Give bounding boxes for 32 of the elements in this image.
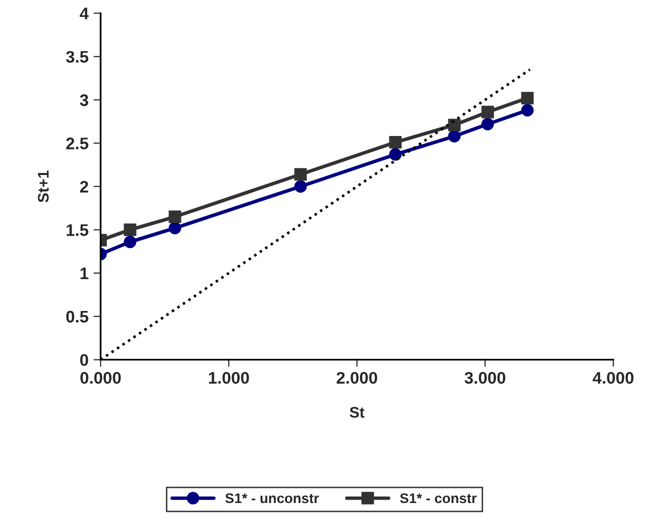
y-tick-label: 2	[80, 180, 88, 193]
point	[294, 180, 307, 193]
x-tick-label: 1.000	[208, 372, 249, 384]
point	[168, 222, 182, 234]
y-tick-label: 2.5	[66, 138, 88, 150]
point	[389, 148, 402, 161]
x-axis-title: St	[350, 406, 364, 418]
y-tick-label: 1.5	[66, 224, 88, 236]
y-tick-label: 1	[80, 268, 88, 280]
point	[521, 92, 534, 104]
x-tick-label: 3.000	[464, 372, 506, 384]
legend-label: S1* - unconstr	[225, 493, 319, 504]
point	[448, 118, 461, 132]
point	[481, 106, 494, 118]
x-tick-label: 0.000	[80, 372, 121, 384]
y-tick-label: 0	[80, 354, 88, 366]
point	[124, 224, 136, 236]
point	[389, 136, 402, 149]
point	[168, 210, 182, 224]
y-axis-title: St+1	[38, 170, 49, 202]
point	[448, 130, 461, 142]
y-tick-label: 4	[80, 8, 89, 20]
point	[294, 168, 307, 181]
y-tick-label: 3	[80, 94, 88, 106]
point	[521, 104, 534, 116]
y-tick-label: 0.5	[66, 310, 88, 323]
legend-label: S1* - constr	[400, 493, 477, 504]
y-tick-label: 3.5	[66, 50, 88, 63]
point	[481, 118, 494, 130]
point	[124, 236, 136, 248]
x-tick-label: 4.000	[592, 372, 634, 384]
x-tick-label: 2.000	[336, 372, 378, 384]
